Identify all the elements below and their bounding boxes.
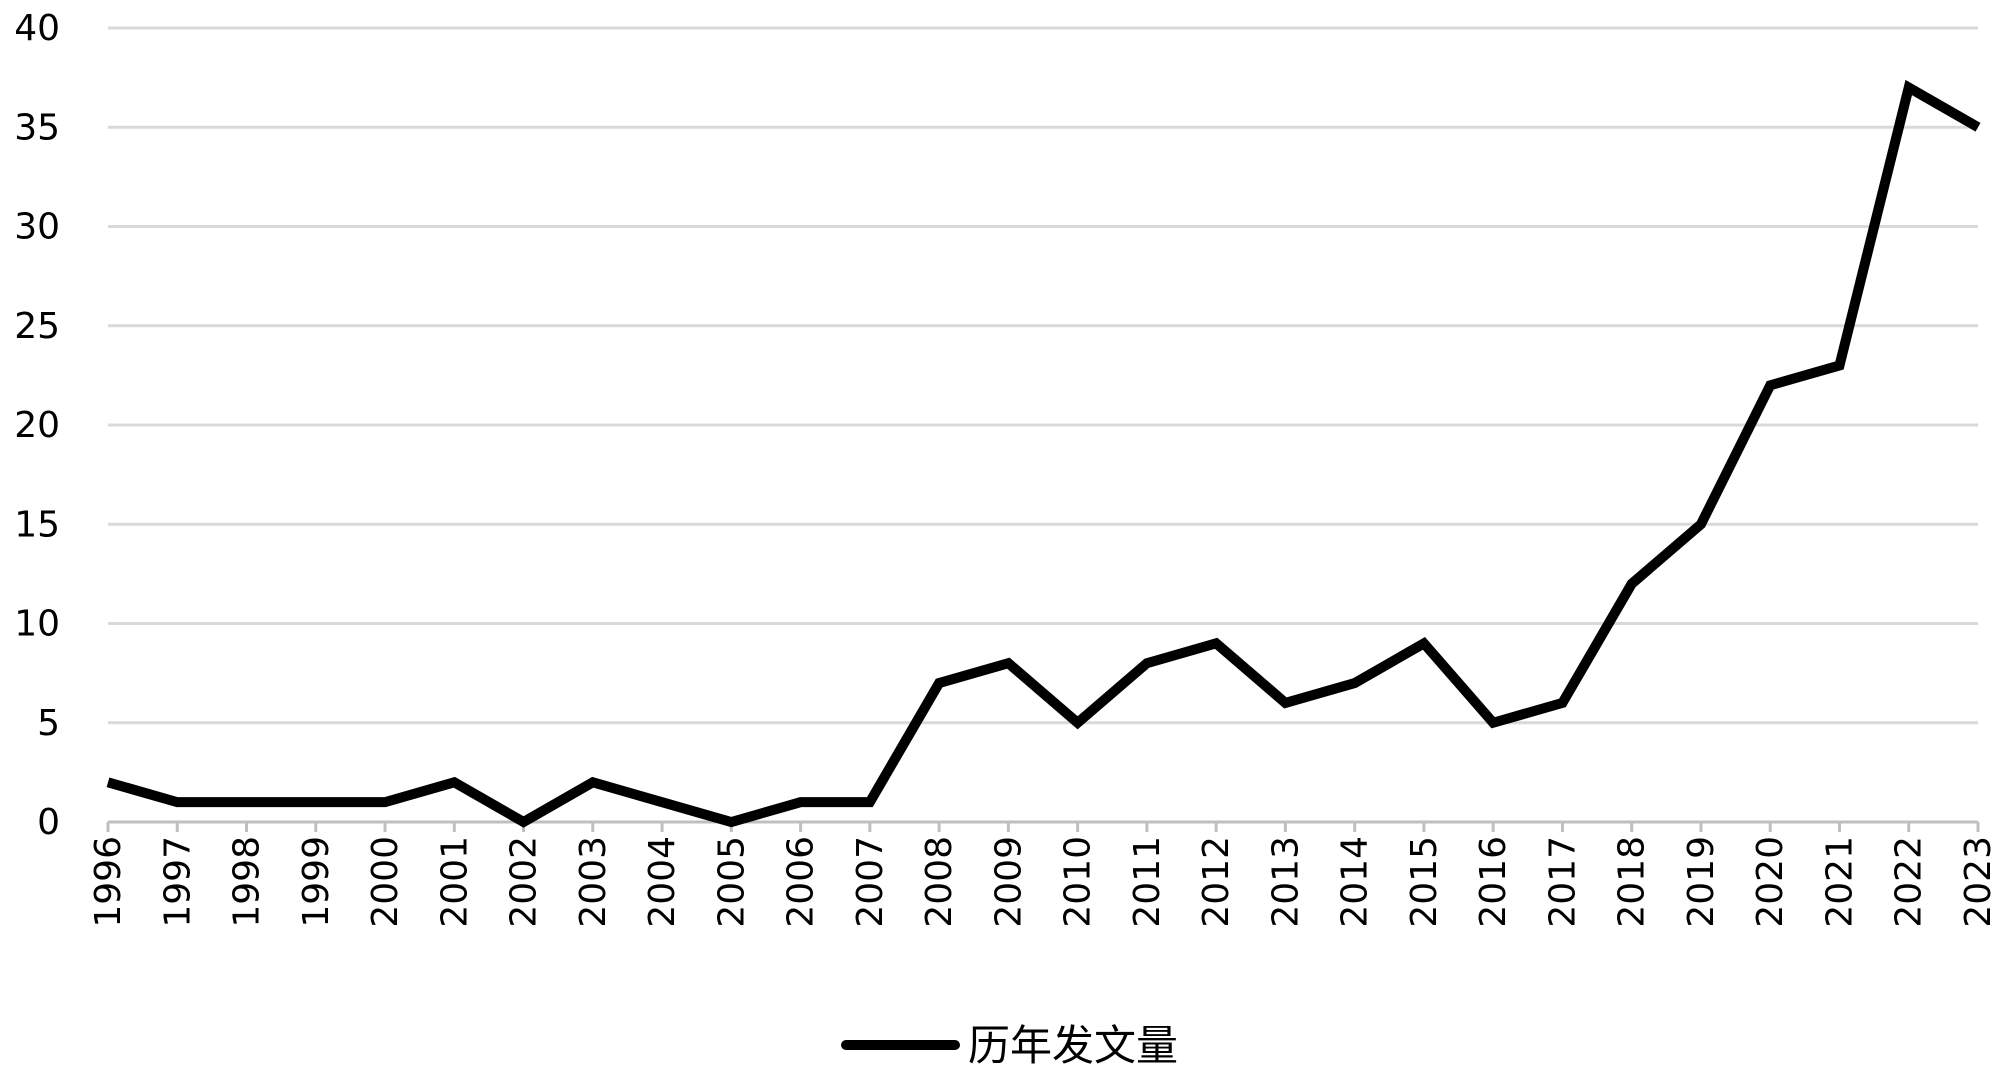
y-tick-label: 0: [37, 802, 60, 843]
x-tick-label: 2014: [1335, 836, 1376, 928]
x-tick-label: 1997: [157, 836, 198, 928]
x-tick-label: 2016: [1473, 836, 1514, 928]
y-tick-label: 35: [14, 107, 60, 148]
x-tick-label: 2007: [850, 836, 891, 928]
x-tick-label: 2013: [1265, 836, 1306, 928]
x-tick-label: 2021: [1819, 836, 1860, 928]
x-tick-label: 2023: [1958, 836, 1999, 928]
x-tick-label: 2022: [1889, 836, 1930, 928]
x-tick-label: 1999: [296, 836, 337, 928]
x-tick-label: 2019: [1681, 836, 1722, 928]
x-tick-label: 2011: [1127, 836, 1168, 928]
x-tick-label: 2009: [988, 836, 1029, 928]
x-tick-label: 2018: [1612, 836, 1653, 928]
x-tick-label: 2001: [434, 836, 475, 928]
x-tick-label: 2003: [573, 836, 614, 928]
x-tick-label: 2017: [1542, 836, 1583, 928]
x-tick-label: 1996: [88, 836, 129, 928]
x-tick-label: 2004: [642, 836, 683, 928]
x-tick-label: 1998: [227, 836, 268, 928]
y-tick-label: 10: [14, 604, 60, 645]
y-tick-label: 30: [14, 207, 60, 248]
legend-label: 历年发文量: [968, 1021, 1178, 1070]
y-tick-label: 25: [14, 306, 60, 347]
x-tick-label: 2008: [919, 836, 960, 928]
x-tick-label: 2010: [1058, 836, 1099, 928]
x-tick-label: 2012: [1196, 836, 1237, 928]
y-tick-label: 20: [14, 405, 60, 446]
x-tick-label: 2002: [504, 836, 545, 928]
x-tick-label: 2005: [711, 836, 752, 928]
x-tick-label: 2015: [1404, 836, 1445, 928]
x-tick-label: 2000: [365, 836, 406, 928]
x-tick-label: 2020: [1750, 836, 1791, 928]
x-tick-label: 2006: [781, 836, 822, 928]
line-series: [106, 79, 1981, 828]
y-tick-label: 5: [37, 703, 60, 744]
y-tick-label: 40: [14, 8, 60, 49]
y-tick-label: 15: [14, 504, 60, 545]
